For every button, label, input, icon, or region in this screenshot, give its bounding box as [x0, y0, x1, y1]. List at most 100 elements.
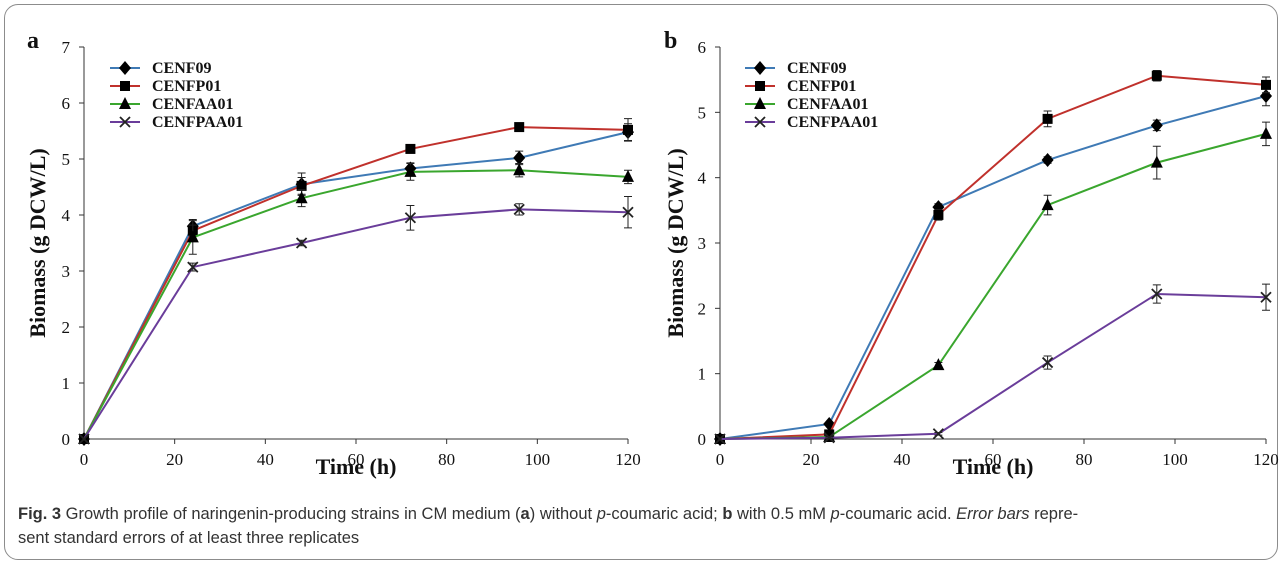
series-line: [83, 126, 629, 440]
legend-label: CENFAA01: [787, 96, 868, 113]
data-point: [823, 430, 836, 443]
series-line: [83, 131, 629, 440]
legend-entry: CENF09: [110, 60, 212, 77]
data-point: [1150, 118, 1163, 133]
y-tick-label: 5: [62, 150, 71, 169]
caption-panel-b: b: [722, 505, 733, 523]
y-axis-title: Biomass (g DCW/L): [663, 148, 688, 337]
legend-marker: [755, 81, 765, 91]
caption-error-bars: Error bars: [956, 505, 1030, 523]
data-point: [78, 433, 90, 445]
figure-frame: [4, 4, 1278, 560]
x-tick-label: 80: [1076, 450, 1093, 469]
x-tick-label: 100: [525, 450, 551, 469]
legend-label: CENF09: [787, 60, 847, 77]
y-tick-label: 3: [698, 234, 707, 253]
legend-entry: CENFAA01: [745, 96, 868, 113]
data-point: [404, 164, 417, 177]
x-tick-label: 80: [438, 450, 455, 469]
x-tick-label: 0: [80, 450, 89, 469]
data-point: [186, 230, 199, 243]
caption-p-1: p: [596, 505, 606, 523]
series-line: [719, 292, 1267, 440]
legend-marker: [754, 116, 766, 128]
data-point: [932, 358, 945, 371]
data-point: [1151, 288, 1163, 300]
y-tick-label: 4: [698, 169, 707, 188]
y-tick-label: 2: [698, 299, 707, 318]
legend-entry: CENFP01: [110, 78, 221, 95]
legend-label: CENF09: [152, 60, 212, 77]
legend-entry: CENFPAA01: [110, 114, 243, 131]
series-cenfaa01: [714, 121, 1272, 444]
series-cenfpaa01: [714, 283, 1272, 445]
data-point: [823, 432, 835, 444]
series-cenfpaa01: [78, 196, 634, 445]
data-point: [404, 212, 417, 224]
data-point: [1041, 198, 1054, 211]
legend-entry: CENFAA01: [110, 96, 233, 113]
legend-label: CENFAA01: [152, 96, 233, 113]
legend-marker: [119, 61, 131, 75]
legend-marker: [119, 116, 131, 128]
data-point: [1042, 113, 1053, 124]
legend-marker: [120, 81, 130, 91]
data-point: [514, 122, 525, 133]
legend-label: CENFP01: [152, 78, 221, 95]
series-line: [83, 169, 629, 440]
legend-label: CENFPAA01: [787, 114, 878, 131]
y-tick-label: 1: [698, 365, 707, 384]
x-tick-label: 0: [716, 450, 725, 469]
series-line: [719, 132, 1267, 440]
caption-text-2: ) without: [529, 505, 597, 523]
data-point: [622, 206, 634, 218]
y-tick-label: 7: [62, 38, 71, 57]
y-tick-label: 6: [698, 38, 707, 57]
legend-entry: CENF09: [745, 60, 847, 77]
legend-marker: [119, 97, 131, 109]
x-tick-label: 120: [1253, 450, 1279, 469]
y-tick-label: 4: [62, 206, 71, 225]
data-point: [295, 237, 308, 249]
y-tick-label: 0: [698, 430, 707, 449]
data-point: [1261, 79, 1271, 90]
legend-marker: [754, 61, 766, 75]
caption-panel-a: a: [520, 505, 530, 523]
y-tick-label: 1: [62, 374, 71, 393]
data-point: [622, 169, 634, 182]
series-cenfp01: [79, 118, 633, 444]
data-point: [1150, 155, 1163, 168]
data-point: [933, 209, 944, 220]
x-tick-label: 20: [803, 450, 820, 469]
data-point: [513, 203, 525, 216]
caption-text-4: with 0.5 mM: [732, 505, 831, 523]
legend-entry: CENFP01: [745, 78, 856, 95]
y-axis-title: Biomass (g DCW/L): [25, 148, 50, 337]
chart-panel-a: 0 1 2 3 4 5 6 7 0 20 40 60 80 100 120 Time (h) Biomass (…: [25, 28, 641, 479]
caption-line-2: sent standard errors of at least three r…: [18, 529, 360, 547]
x-tick-label: 40: [257, 450, 274, 469]
caption-p-2: p: [830, 505, 840, 523]
data-point: [714, 433, 726, 445]
x-tick-label: 100: [1162, 450, 1188, 469]
legend-label: CENFP01: [787, 78, 856, 95]
x-tick-label: 40: [894, 450, 911, 469]
y-tick-label: 0: [62, 430, 71, 449]
data-point: [623, 124, 633, 135]
caption-text-3: -coumaric acid;: [605, 505, 723, 523]
x-tick-label: 60: [348, 450, 365, 469]
legend-marker: [754, 97, 766, 109]
data-point: [187, 261, 199, 273]
series-cenfaa01: [78, 162, 634, 444]
caption-text-1: Growth profile of naringenin-producing s…: [61, 505, 521, 523]
panel-label: a: [27, 28, 39, 54]
series-line: [719, 74, 1267, 440]
legend-entry: CENFPAA01: [745, 114, 878, 131]
y-tick-label: 3: [62, 262, 71, 281]
panel-label: b: [664, 28, 677, 54]
caption-text-5: -coumaric acid.: [839, 505, 957, 523]
data-point: [1260, 126, 1272, 139]
data-point: [513, 163, 526, 176]
